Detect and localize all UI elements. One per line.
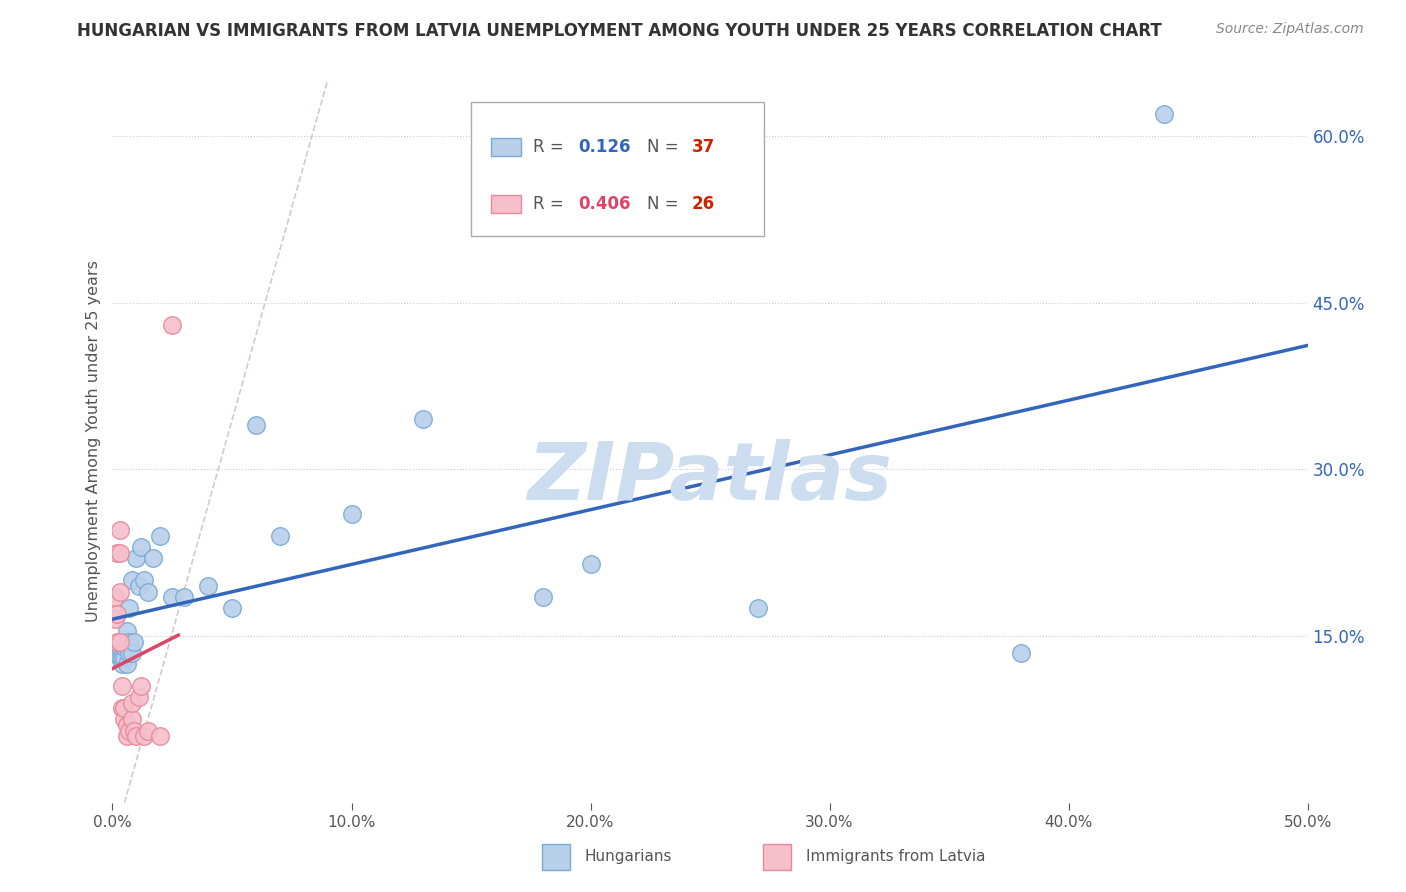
Text: Hungarians: Hungarians (585, 849, 672, 864)
Point (108, 634, 131, 648)
Point (108, 524, 131, 538)
Point (105, 546, 128, 560)
Point (122, 723, 145, 738)
Text: 26: 26 (692, 195, 716, 213)
Point (162, 590, 183, 604)
Point (111, 679, 134, 693)
Point (111, 701, 134, 715)
Point (114, 640, 135, 655)
Y-axis label: Unemployment Among Youth under 25 years: Unemployment Among Youth under 25 years (86, 260, 101, 623)
Point (121, 713, 143, 727)
Point (115, 729, 138, 743)
Point (132, 574, 155, 588)
Text: R =: R = (533, 138, 569, 156)
Point (121, 696, 143, 710)
Text: 0.406: 0.406 (579, 195, 631, 213)
Bar (491, 138, 522, 156)
Point (108, 546, 131, 560)
Text: Source: ZipAtlas.com: Source: ZipAtlas.com (1216, 22, 1364, 37)
Point (121, 646, 143, 660)
Text: ZIPatlas: ZIPatlas (527, 439, 893, 516)
Point (142, 551, 165, 566)
Bar (491, 195, 522, 213)
Text: HUNGARIAN VS IMMIGRANTS FROM LATVIA UNEMPLOYMENT AMONG YOUTH UNDER 25 YEARS CORR: HUNGARIAN VS IMMIGRANTS FROM LATVIA UNEM… (77, 22, 1163, 40)
Point (1010, 646, 1032, 660)
Point (269, 529, 291, 543)
Point (340, 507, 363, 521)
Point (115, 640, 138, 655)
Text: 0.126: 0.126 (579, 138, 631, 156)
Point (111, 634, 134, 648)
Point (105, 607, 128, 621)
Point (121, 574, 143, 588)
Point (118, 646, 141, 660)
FancyBboxPatch shape (471, 102, 763, 235)
Point (221, 601, 243, 615)
Point (129, 679, 152, 693)
Point (125, 551, 148, 566)
Point (173, 590, 195, 604)
Point (111, 651, 134, 665)
Point (129, 540, 152, 554)
Point (118, 634, 141, 648)
Point (118, 723, 141, 738)
Text: N =: N = (647, 138, 683, 156)
Point (138, 584, 160, 599)
Point (149, 729, 172, 743)
Point (114, 713, 135, 727)
Point (118, 601, 141, 615)
Point (149, 529, 172, 543)
Point (114, 651, 135, 665)
Point (1153, 106, 1175, 120)
Point (115, 624, 138, 638)
Point (162, 318, 183, 332)
Point (122, 634, 145, 648)
Text: R =: R = (533, 195, 569, 213)
Text: 37: 37 (692, 138, 716, 156)
Point (105, 634, 128, 648)
Point (245, 417, 267, 432)
Text: ■: ■ (766, 847, 787, 867)
Point (115, 657, 138, 671)
Point (579, 557, 602, 571)
Point (128, 579, 150, 593)
Point (138, 723, 160, 738)
Text: N =: N = (647, 195, 683, 213)
Point (114, 701, 135, 715)
Point (104, 612, 127, 626)
Point (128, 690, 150, 705)
Text: Immigrants from Latvia: Immigrants from Latvia (806, 849, 986, 864)
Point (125, 729, 148, 743)
Point (132, 729, 155, 743)
Point (531, 590, 554, 604)
Point (108, 584, 131, 599)
Point (111, 657, 134, 671)
Point (104, 590, 127, 604)
Point (105, 646, 128, 660)
Point (115, 718, 138, 732)
Point (197, 579, 219, 593)
Point (747, 601, 769, 615)
Text: ■: ■ (546, 847, 567, 867)
Point (412, 412, 434, 426)
Point (108, 651, 131, 665)
Point (108, 640, 131, 655)
